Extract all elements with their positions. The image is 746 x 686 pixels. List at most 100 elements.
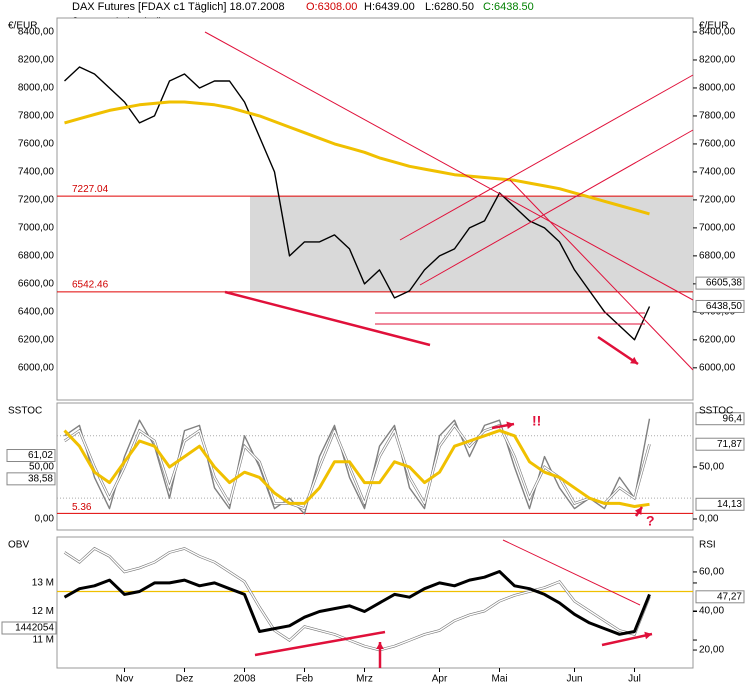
y-tick-label: 11 M xyxy=(33,635,55,646)
y-tick-label-right: 8400,00 xyxy=(699,27,736,38)
trend-line xyxy=(254,630,386,657)
x-tick-label: 2008 xyxy=(233,674,256,685)
y-tick-label: 13 M xyxy=(32,578,54,589)
y-tick-label: 6600,00 xyxy=(18,279,55,290)
x-tick-label: Nov xyxy=(116,674,134,685)
value-box xyxy=(695,412,745,426)
arrow xyxy=(601,632,653,647)
y-tick-label: 6000,00 xyxy=(18,362,55,373)
y-tick-label: 6400,00 xyxy=(18,306,55,317)
y-tick-label: 6800,00 xyxy=(18,251,55,262)
close-value: C:6438.50 xyxy=(483,1,534,13)
y-tick-label-right: 7200,00 xyxy=(699,195,736,206)
chart-title: DAX Futures [FDAX c1 Täglich] 18.07.2008 xyxy=(72,1,285,13)
trend-line xyxy=(204,31,694,301)
panel-label-right: RSI xyxy=(699,540,716,551)
y-tick-label: 8200,00 xyxy=(18,55,55,66)
y-tick-label-right: 6000,00 xyxy=(699,362,736,373)
panel-frame xyxy=(56,536,694,669)
threshold-label: 5.36 xyxy=(72,502,92,513)
y-tick-label: 8400,00 xyxy=(18,27,55,38)
value-box xyxy=(6,449,56,463)
panel: 11 M 12 M 13 M 20,00 40,00 60,00 47,27 1442054 O… xyxy=(1,536,745,685)
x-tick-label: Apr xyxy=(432,674,448,685)
value-box xyxy=(695,497,745,511)
series-line xyxy=(64,66,651,341)
series-line xyxy=(64,424,651,510)
value-box-label: 14,13 xyxy=(717,499,742,510)
arrow-head xyxy=(644,631,652,640)
level-label: 6542.46 xyxy=(72,280,109,291)
y-tick-label-right: 8000,00 xyxy=(699,83,736,94)
y-tick-label-right: 7000,00 xyxy=(699,223,736,234)
low-value: L:6280.50 xyxy=(425,1,474,13)
y2-tick-label: 20,00 xyxy=(699,645,724,656)
panel-label-right: SSTOC xyxy=(699,406,733,417)
panel-label-left: SSTOC xyxy=(8,406,42,417)
y-tick-label-right: 8200,00 xyxy=(699,55,736,66)
series-line xyxy=(63,429,650,508)
level-label: 7227.04 xyxy=(72,184,109,195)
y-tick-label-right: 7600,00 xyxy=(699,139,736,150)
value-box-label: 38,58 xyxy=(28,473,53,484)
arrow-head xyxy=(376,642,384,650)
value-box-label: 96,4 xyxy=(723,413,743,424)
value-box xyxy=(695,276,745,290)
x-tick-label: Dez xyxy=(176,674,194,685)
y-tick-label: 7000,00 xyxy=(18,223,55,234)
y2-tick-label: 40,00 xyxy=(699,606,724,617)
value-box xyxy=(1,621,57,635)
panel-label-left: €/EUR xyxy=(8,21,37,32)
x-tick-label: Mrz xyxy=(356,674,373,685)
y-tick-label: 7200,00 xyxy=(18,195,55,206)
high-value: H:6439.00 xyxy=(364,1,415,13)
value-box xyxy=(695,299,745,313)
trend-line xyxy=(509,179,694,371)
series-line xyxy=(64,100,650,216)
y-tick-label: 6200,00 xyxy=(18,334,55,345)
y-tick-label: 7400,00 xyxy=(18,167,55,178)
y-tick-label-right: 50,00 xyxy=(699,462,724,473)
y2-tick-label: 60,00 xyxy=(699,567,724,578)
range-shade xyxy=(250,196,693,292)
y-tick-label: 7800,00 xyxy=(18,111,55,122)
y-tick-label-right: 7800,00 xyxy=(699,111,736,122)
panel-label-left: OBV xyxy=(8,540,29,551)
x-tick-label: Feb xyxy=(296,674,314,685)
y-tick-label-right: 7400,00 xyxy=(699,167,736,178)
x-tick-label: Jul xyxy=(628,674,641,685)
panel-label-right: €/EUR xyxy=(699,21,728,32)
arrow xyxy=(597,335,639,366)
value-box-label: 61,02 xyxy=(28,450,53,461)
trend-line xyxy=(502,539,641,606)
value-box xyxy=(6,472,56,486)
arrow-head xyxy=(506,421,514,430)
arrow-head xyxy=(630,356,638,364)
y-tick-label: 0,00 xyxy=(35,514,55,525)
y-tick-label: 12 M xyxy=(32,606,54,617)
y-tick-label: 8000,00 xyxy=(18,83,55,94)
value-box-label: 6438,50 xyxy=(706,301,743,312)
value-box-label: 71,87 xyxy=(717,439,742,450)
arrow-head xyxy=(634,507,642,515)
open-value: O:6308.00 xyxy=(306,1,357,13)
x-tick-label: Mai xyxy=(491,674,507,685)
obv-value: 1442054 xyxy=(15,623,54,634)
y-tick-label: 50,00 xyxy=(29,462,54,473)
value-box-label: 47,27 xyxy=(717,591,742,602)
series-line xyxy=(64,547,651,651)
y-tick-label-right: 6200,00 xyxy=(699,334,736,345)
value-box-label: 6605,38 xyxy=(706,278,743,289)
y-tick-label: 7600,00 xyxy=(18,139,55,150)
trend-line xyxy=(399,74,694,241)
annotation: ? xyxy=(646,513,655,529)
panel: 7227.04 6542.46 6000,00 6000,00 6200,00 6200,… xyxy=(8,17,745,401)
x-tick-label: Jun xyxy=(566,674,582,685)
trend-line xyxy=(419,129,694,286)
y-tick-label-right: 0,00 xyxy=(699,514,719,525)
series-line xyxy=(63,570,651,636)
value-box xyxy=(695,437,745,451)
annotation: !! xyxy=(532,413,541,429)
